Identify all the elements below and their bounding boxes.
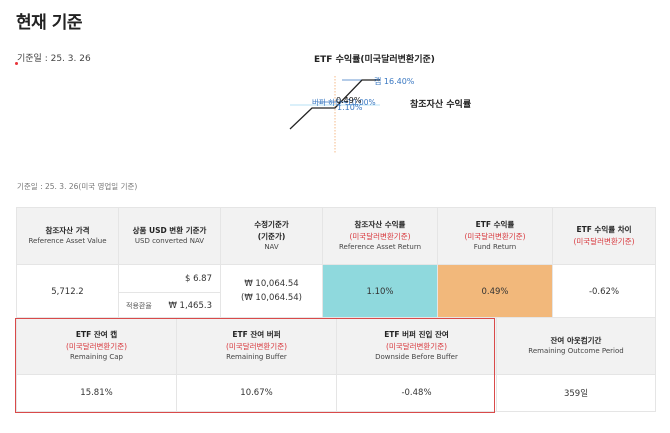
header-usd-converted-nav: 상품 USD 변환 기준가 USD converted NAV [118, 207, 221, 265]
usd-nav-value: $ 6.87 [184, 273, 212, 284]
etf-return-chart: 캡 16.40% 버퍼 하단 -10.00% 0.49% 1.10% 참조자산 … [280, 46, 480, 156]
reference-asset-return: 1.10% [322, 264, 438, 320]
page-title: 현재 기준 [16, 13, 82, 33]
header-reference-asset-return: 참조자산 수익률 (미국달러변환기준) Reference Asset Retu… [322, 207, 438, 265]
chart-cap-label: 캡 16.40% [374, 76, 415, 86]
reference-asset-value: 5,712.2 [16, 264, 119, 320]
marker-dot [15, 62, 18, 65]
remaining-outcome-period: 359일 [496, 374, 656, 412]
header-remaining-buffer: ETF 잔여 버퍼 (미국달러변환기준) Remaining Buffer [176, 317, 337, 375]
base-date-us-label: 기준일 : 25. 3. 26(미국 영업일 기준) [17, 182, 138, 191]
chart-payoff-line [289, 79, 380, 130]
nav-cell: ₩ 10,064.54 (₩ 10,064.54) [220, 264, 323, 320]
fx-rate-row: 적용환율 ₩ 1,465.3 [119, 292, 220, 319]
chart-legend-label: 참조자산 수익률 [410, 98, 471, 110]
header-remaining-cap: ETF 잔여 캡 (미국달러변환기준) Remaining Cap [16, 317, 177, 375]
remaining-outcome-table: ETF 잔여 캡 (미국달러변환기준) Remaining Cap ETF 잔여… [16, 317, 656, 412]
base-date-label: 기준일 : 25. 3. 26 [17, 54, 91, 64]
nav-base-value: (₩ 10,064.54) [241, 293, 302, 303]
header-remaining-outcome-period: 잔여 아웃컴기간 Remaining Outcome Period [496, 317, 656, 375]
chart-buffer-label: 버퍼 하단 -10.00% [312, 97, 376, 107]
return-difference: -0.62% [552, 264, 656, 320]
remaining-buffer: 10.67% [176, 374, 337, 412]
fx-rate-value: ₩ 1,465.3 [168, 301, 212, 311]
usd-converted-nav-cell: $ 6.87 적용환율 ₩ 1,465.3 [118, 264, 221, 320]
header-downside-before-buffer: ETF 버퍼 진입 잔여 (미국달러변환기준) Downside Before … [336, 317, 497, 375]
remaining-cap: 15.81% [16, 374, 177, 412]
header-nav: 수정기준가 (기준가) NAV [220, 207, 323, 265]
downside-before-buffer: -0.48% [336, 374, 497, 412]
header-return-difference: ETF 수익률 차이 (미국달러변환기준) [552, 207, 656, 265]
chart-canvas: 캡 16.40% 버퍼 하단 -10.00% 0.49% 1.10% 참조자산 … [289, 76, 471, 154]
fund-return: 0.49% [437, 264, 553, 320]
fx-rate-label: 적용환율 [126, 302, 152, 310]
header-reference-asset-value: 참조자산 가격 Reference Asset Value [16, 207, 119, 265]
nav-value: ₩ 10,064.54 [244, 279, 299, 290]
chart-title: ETF 수익률(미국달러변환기준) [314, 55, 435, 65]
current-status-table: 참조자산 가격 Reference Asset Value 상품 USD 변환 … [16, 207, 656, 320]
chart-ref-return-label: 1.10% [337, 103, 363, 112]
header-fund-return: ETF 수익률 (미국달러변환기준) Fund Return [437, 207, 553, 265]
chart-fund-return-label: 0.49% [336, 96, 362, 105]
